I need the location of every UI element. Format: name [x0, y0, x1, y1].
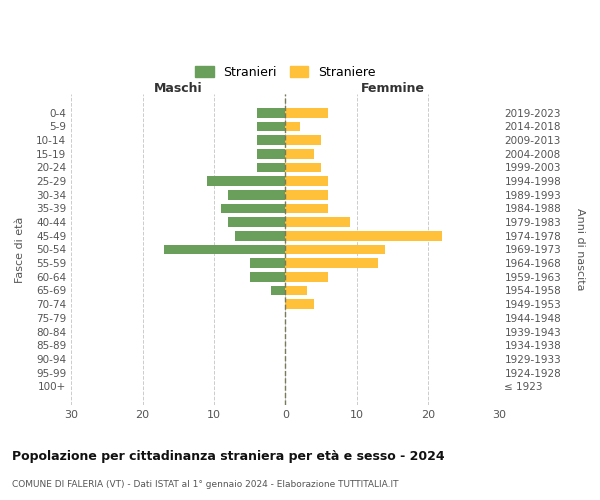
Bar [271, 286, 286, 296]
Bar [286, 190, 328, 200]
Bar [257, 108, 286, 118]
Bar [286, 204, 328, 213]
Bar [286, 108, 328, 118]
Bar [228, 190, 286, 200]
Y-axis label: Fasce di età: Fasce di età [15, 216, 25, 282]
Bar [257, 122, 286, 131]
Bar [250, 272, 286, 281]
Bar [250, 258, 286, 268]
Bar [257, 149, 286, 158]
Bar [286, 300, 314, 309]
Bar [257, 136, 286, 145]
Y-axis label: Anni di nascita: Anni di nascita [575, 208, 585, 290]
Bar [286, 162, 321, 172]
Bar [164, 244, 286, 254]
Bar [207, 176, 286, 186]
Bar [286, 244, 385, 254]
Bar [286, 258, 378, 268]
Text: Femmine: Femmine [361, 82, 424, 95]
Text: COMUNE DI FALERIA (VT) - Dati ISTAT al 1° gennaio 2024 - Elaborazione TUTTITALIA: COMUNE DI FALERIA (VT) - Dati ISTAT al 1… [12, 480, 398, 489]
Bar [286, 272, 328, 281]
Bar [228, 218, 286, 227]
Text: Maschi: Maschi [154, 82, 203, 95]
Text: Popolazione per cittadinanza straniera per età e sesso - 2024: Popolazione per cittadinanza straniera p… [12, 450, 445, 463]
Bar [235, 231, 286, 240]
Bar [286, 176, 328, 186]
Bar [286, 218, 350, 227]
Bar [286, 136, 321, 145]
Bar [286, 149, 314, 158]
Bar [221, 204, 286, 213]
Bar [286, 286, 307, 296]
Bar [257, 162, 286, 172]
Bar [286, 122, 299, 131]
Bar [286, 231, 442, 240]
Legend: Stranieri, Straniere: Stranieri, Straniere [188, 60, 382, 85]
